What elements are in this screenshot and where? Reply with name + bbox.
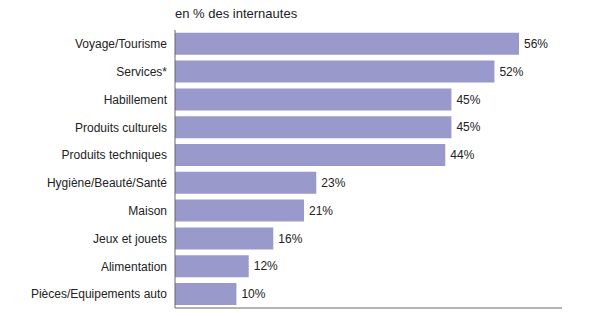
svg-text:Voyage/Tourisme: Voyage/Tourisme [75, 37, 167, 51]
svg-text:12%: 12% [254, 259, 278, 273]
svg-text:Produits techniques: Produits techniques [62, 148, 167, 162]
svg-text:Services*: Services* [116, 65, 167, 79]
svg-text:Habillement: Habillement [104, 93, 168, 107]
svg-text:16%: 16% [278, 232, 302, 246]
svg-text:23%: 23% [321, 176, 345, 190]
svg-text:52%: 52% [499, 65, 523, 79]
svg-text:Maison: Maison [128, 204, 167, 218]
svg-text:44%: 44% [450, 148, 474, 162]
svg-text:45%: 45% [456, 120, 480, 134]
svg-text:10%: 10% [241, 287, 265, 301]
svg-text:Alimentation: Alimentation [101, 260, 167, 274]
svg-text:Pièces/Equipements auto: Pièces/Equipements auto [31, 287, 167, 301]
svg-text:45%: 45% [456, 93, 480, 107]
svg-text:Jeux et jouets: Jeux et jouets [93, 232, 167, 246]
html-text:en % des internautes: en % des internautes [175, 6, 298, 21]
svg-text:21%: 21% [309, 204, 333, 218]
svg-text:Produits culturels: Produits culturels [75, 121, 167, 135]
svg-text:Hygiène/Beauté/Santé: Hygiène/Beauté/Santé [47, 176, 167, 190]
svg-text:56%: 56% [524, 37, 548, 51]
